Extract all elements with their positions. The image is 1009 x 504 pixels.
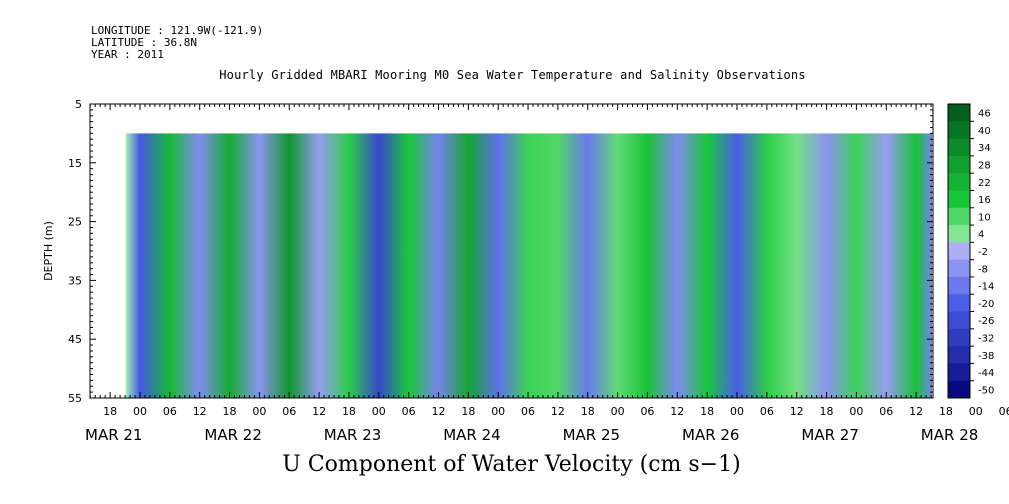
colorbar-swatch	[948, 225, 970, 243]
x-hour-tick-label: 12	[551, 405, 565, 418]
x-hour-tick-label: 18	[581, 405, 595, 418]
colorbar-label: 10	[978, 212, 991, 223]
colorbar-swatch	[948, 380, 970, 399]
x-hour-tick-label: 18	[939, 405, 953, 418]
plot-area	[90, 104, 933, 398]
x-date-label: MAR 26	[682, 426, 739, 444]
colorbar-label: -8	[978, 264, 988, 275]
colorbar-swatch	[948, 190, 970, 209]
colorbar-label: 34	[978, 143, 991, 154]
colorbar-swatch	[948, 363, 970, 382]
x-hour-tick-label: 00	[372, 405, 386, 418]
x-date-label: MAR 28	[921, 426, 978, 444]
x-hour-tick-label: 06	[521, 405, 535, 418]
x-hour-tick-label: 18	[223, 405, 237, 418]
x-date-label: MAR 23	[324, 426, 381, 444]
x-date-label: MAR 21	[85, 426, 142, 444]
colorbar-label: 22	[978, 178, 991, 189]
x-hour-tick-label: 18	[342, 405, 356, 418]
y-tick-label: 5	[75, 98, 82, 111]
colorbar-swatch	[948, 121, 970, 140]
colorbar-swatch	[948, 311, 970, 330]
colorbar-label: 28	[978, 161, 991, 172]
colorbar-label: -2	[978, 247, 988, 258]
x-hour-tick-label: 06	[640, 405, 654, 418]
y-tick-label: 45	[68, 333, 82, 346]
colorbar-label: 40	[978, 126, 991, 137]
colorbar-swatch	[948, 259, 970, 278]
colorbar-label: 4	[978, 230, 984, 241]
colorbar-label: 16	[978, 195, 991, 206]
colorbar-label: -44	[978, 368, 994, 379]
x-hour-tick-label: 12	[670, 405, 684, 418]
x-hour-tick-label: 18	[461, 405, 475, 418]
x-date-label: MAR 22	[204, 426, 261, 444]
x-axis-title: U Component of Water Velocity (cm s−1)	[282, 452, 741, 477]
x-hour-tick-label: 00	[133, 405, 147, 418]
x-hour-tick-label: 00	[611, 405, 625, 418]
y-tick-label: 55	[68, 392, 82, 405]
x-hour-tick-label: 12	[790, 405, 804, 418]
x-hour-tick-label: 00	[969, 405, 983, 418]
y-tick-label: 25	[68, 216, 82, 229]
chart-title-wrap: Hourly Gridded MBARI Mooring M0 Sea Wate…	[0, 68, 1009, 82]
colorbar-swatch	[948, 346, 970, 364]
colorbar-swatch	[948, 276, 970, 295]
colorbar-label: -50	[978, 385, 994, 396]
x-axis-title-wrap: U Component of Water Velocity (cm s−1)	[0, 452, 1009, 477]
x-hour-tick-label: 00	[730, 405, 744, 418]
colorbar-swatch	[948, 173, 970, 191]
colorbar-swatch	[948, 242, 970, 261]
x-hour-tick-label: 00	[252, 405, 266, 418]
x-hour-tick-label: 12	[432, 405, 446, 418]
colorbar-label: -20	[978, 299, 994, 310]
colorbar-swatch	[948, 155, 970, 174]
x-hour-tick-label: 18	[103, 405, 117, 418]
x-date-label: MAR 27	[801, 426, 858, 444]
x-hour-tick-label: 06	[999, 405, 1009, 418]
colorbar-swatch	[948, 207, 970, 226]
x-hour-tick-label: 18	[700, 405, 714, 418]
x-hour-tick-label: 12	[909, 405, 923, 418]
x-date-label: MAR 24	[443, 426, 500, 444]
x-date-label: MAR 25	[563, 426, 620, 444]
colorbar-swatch	[948, 294, 970, 313]
colorbar-label: -26	[978, 316, 994, 327]
x-hour-tick-label: 00	[491, 405, 505, 418]
x-hour-tick-label: 18	[820, 405, 834, 418]
x-hour-tick-label: 06	[402, 405, 416, 418]
y-tick-label: 15	[68, 157, 82, 170]
y-tick-label: 35	[68, 274, 82, 287]
x-hour-tick-label: 06	[163, 405, 177, 418]
y-axis-title: DEPTH (m)	[42, 221, 55, 281]
colorbar-swatch	[948, 328, 970, 347]
colorbar-label: -38	[978, 351, 994, 362]
year-label: YEAR : 2011	[91, 48, 164, 61]
colorbar-label: 46	[978, 109, 991, 120]
colorbar-label: -32	[978, 333, 994, 344]
axes: 18 00 06 12 18 00 06 12 18 00 06 12 18 00 06 12 18 00 06 12…	[42, 98, 1009, 444]
longitude-label: LONGITUDE : 121.9W(-121.9)	[91, 24, 264, 37]
x-hour-tick-label: 00	[849, 405, 863, 418]
x-hour-tick-label: 06	[879, 405, 893, 418]
chart-title: Hourly Gridded MBARI Mooring M0 Sea Wate…	[219, 68, 806, 82]
x-hour-tick-label: 12	[193, 405, 207, 418]
colorbar: 46 40 34 28 22 16 10 4 -2 -8 -14 -20 -26 -32 -38 -44 -50	[947, 103, 994, 399]
x-hour-tick-label: 12	[312, 405, 326, 418]
colorbar-swatch	[948, 104, 970, 122]
colorbar-swatch	[948, 138, 970, 157]
x-hour-tick-label: 06	[760, 405, 774, 418]
colorbar-frame	[947, 103, 971, 399]
heatmap-field	[125, 133, 932, 398]
colorbar-label: -14	[978, 282, 994, 293]
x-hour-tick-label: 06	[282, 405, 296, 418]
latitude-label: LATITUDE : 36.8N	[91, 36, 197, 49]
